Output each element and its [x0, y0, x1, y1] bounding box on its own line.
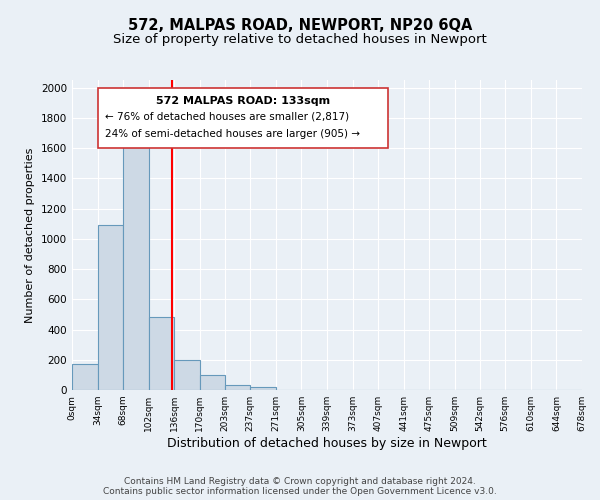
FancyBboxPatch shape	[97, 88, 388, 148]
Bar	[98, 225, 123, 390]
Y-axis label: Number of detached properties: Number of detached properties	[25, 148, 35, 322]
Bar	[175, 360, 200, 390]
Text: 24% of semi-detached houses are larger (905) →: 24% of semi-detached houses are larger (…	[105, 129, 360, 139]
Text: ← 76% of detached houses are smaller (2,817): ← 76% of detached houses are smaller (2,…	[105, 112, 349, 122]
Bar	[200, 375, 224, 390]
Bar	[123, 144, 149, 390]
Text: 572, MALPAS ROAD, NEWPORT, NP20 6QA: 572, MALPAS ROAD, NEWPORT, NP20 6QA	[128, 18, 472, 32]
Bar	[149, 318, 175, 390]
X-axis label: Distribution of detached houses by size in Newport: Distribution of detached houses by size …	[167, 437, 487, 450]
Text: Contains public sector information licensed under the Open Government Licence v3: Contains public sector information licen…	[103, 487, 497, 496]
Bar	[72, 364, 98, 390]
Text: Contains HM Land Registry data © Crown copyright and database right 2024.: Contains HM Land Registry data © Crown c…	[124, 477, 476, 486]
Text: 572 MALPAS ROAD: 133sqm: 572 MALPAS ROAD: 133sqm	[156, 96, 330, 106]
Bar	[250, 387, 276, 390]
Bar	[224, 384, 250, 390]
Text: Size of property relative to detached houses in Newport: Size of property relative to detached ho…	[113, 32, 487, 46]
